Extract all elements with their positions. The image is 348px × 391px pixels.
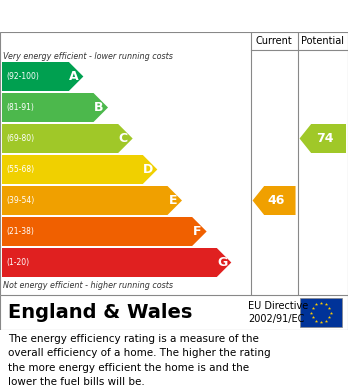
Polygon shape: [2, 124, 133, 153]
Text: Energy Efficiency Rating: Energy Efficiency Rating: [7, 9, 198, 23]
Bar: [300, 298, 342, 327]
Text: (21-38): (21-38): [6, 227, 34, 236]
Polygon shape: [300, 124, 346, 153]
Text: (92-100): (92-100): [6, 72, 39, 81]
Polygon shape: [2, 62, 84, 91]
Polygon shape: [253, 186, 295, 215]
Text: Current: Current: [256, 36, 292, 46]
Text: F: F: [193, 225, 201, 238]
Text: (1-20): (1-20): [6, 258, 29, 267]
Text: The energy efficiency rating is a measure of the
overall efficiency of a home. T: The energy efficiency rating is a measur…: [8, 334, 271, 387]
Polygon shape: [2, 186, 182, 215]
Text: (69-80): (69-80): [6, 134, 34, 143]
Text: D: D: [143, 163, 153, 176]
Text: E: E: [168, 194, 177, 207]
Text: EU Directive
2002/91/EC: EU Directive 2002/91/EC: [248, 301, 308, 324]
Polygon shape: [2, 155, 157, 184]
Text: 46: 46: [267, 194, 284, 207]
Text: C: C: [119, 132, 128, 145]
Polygon shape: [2, 93, 108, 122]
Text: (39-54): (39-54): [6, 196, 34, 205]
Text: 74: 74: [316, 132, 333, 145]
Text: Not energy efficient - higher running costs: Not energy efficient - higher running co…: [3, 281, 173, 290]
Text: Very energy efficient - lower running costs: Very energy efficient - lower running co…: [3, 52, 173, 61]
Text: G: G: [217, 256, 227, 269]
Polygon shape: [2, 248, 231, 277]
Polygon shape: [2, 217, 207, 246]
Text: A: A: [69, 70, 79, 83]
Text: England & Wales: England & Wales: [8, 303, 192, 322]
Text: Potential: Potential: [301, 36, 344, 46]
Text: (81-91): (81-91): [6, 103, 34, 112]
Text: (55-68): (55-68): [6, 165, 34, 174]
Text: B: B: [94, 101, 103, 114]
